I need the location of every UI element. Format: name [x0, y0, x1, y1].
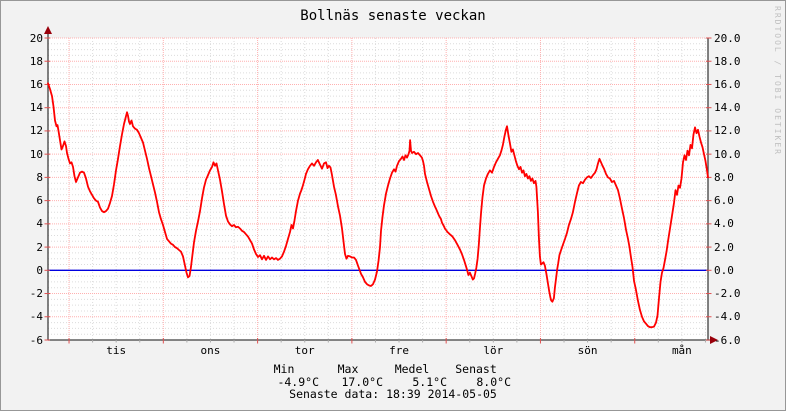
x-axis-label-lör: lör — [483, 344, 504, 357]
rrdtool-watermark: RRDTOOL / TOBI OETIKER — [773, 6, 782, 156]
y-axis-label-right: 6.0 — [714, 194, 734, 208]
y-axis-label-right: 12.0 — [714, 124, 741, 138]
y-axis-label-left: 8 — [36, 170, 43, 184]
y-axis-label-right: 8.0 — [714, 170, 734, 184]
y-axis-label-left: -2 — [29, 287, 43, 301]
y-axis-label-left: 14 — [29, 101, 43, 115]
y-axis-label-left: -4 — [29, 310, 43, 324]
stats-summary: Min -4.9°C Max 17.0°C Medel 5.1°C Senast… — [255, 363, 511, 388]
y-axis-label-left: 12 — [29, 124, 43, 138]
y-axis-label-left: 20 — [29, 31, 43, 45]
y-axis-label-left: -6 — [29, 333, 43, 347]
y-axis-label-right: -4.0 — [714, 310, 741, 324]
x-axis-label-tor: tor — [294, 344, 315, 357]
y-axis-label-right: -6.0 — [714, 333, 741, 347]
stat-max: Max 17.0°C — [319, 363, 383, 388]
y-axis-label-right: 16.0 — [714, 77, 741, 91]
y-axis-label-left: 18 — [29, 54, 43, 68]
stat-min-label: Min — [273, 362, 295, 376]
y-axis-label-left: 16 — [29, 77, 43, 91]
x-axis-label-sön: sön — [577, 344, 598, 357]
stat-min: Min -4.9°C — [255, 363, 319, 388]
x-axis-label-ons: ons — [200, 344, 221, 357]
x-axis-label-tis: tis — [106, 344, 127, 357]
y-axis-label-left: 4 — [36, 217, 43, 231]
y-axis-label-right: 0.0 — [714, 263, 734, 277]
y-axis-label-right: 2.0 — [714, 240, 734, 254]
stat-medel-value: 5.1°C — [412, 374, 447, 389]
y-axis-label-left: 10 — [29, 147, 43, 161]
stat-max-value: 17.0°C — [341, 374, 383, 389]
stat-senast-value: 8.0°C — [476, 374, 511, 389]
stat-senast: Senast 8.0°C — [447, 363, 511, 388]
stat-min-value: -4.9°C — [277, 374, 319, 389]
y-axis-label-left: 6 — [36, 194, 43, 208]
last-update-line: Senaste data: 18:39 2014-05-05 — [289, 387, 497, 401]
y-axis-label-left: 0 — [36, 263, 43, 277]
stat-medel: Medel 5.1°C — [383, 363, 447, 388]
y-axis-label-left: 2 — [36, 240, 43, 254]
stat-medel-label: Medel — [394, 362, 430, 376]
y-axis-arrow — [44, 26, 52, 34]
x-axis-arrow — [710, 336, 718, 344]
y-axis-label-right: 14.0 — [714, 101, 741, 115]
y-axis-label-right: -2.0 — [714, 287, 741, 301]
stat-max-label: Max — [337, 362, 359, 376]
stat-senast-label: Senast — [455, 362, 497, 376]
temperature-curve — [47, 82, 709, 329]
x-axis-label-fre: fre — [389, 344, 409, 357]
y-axis-label-right: 10.0 — [714, 147, 741, 161]
x-axis-label-mån: mån — [671, 344, 692, 357]
y-axis-label-right: 20.0 — [714, 31, 741, 45]
page-title: Bollnäs senaste veckan — [300, 8, 486, 24]
y-axis-label-right: 4.0 — [714, 217, 734, 231]
y-axis-label-right: 18.0 — [714, 54, 741, 68]
